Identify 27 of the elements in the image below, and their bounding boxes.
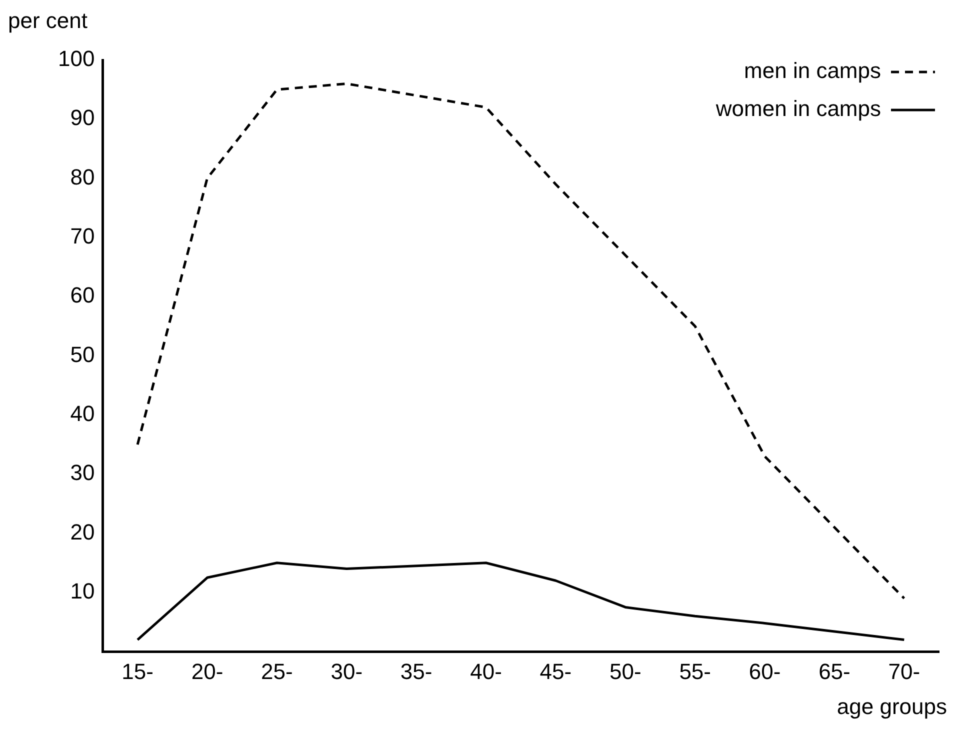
x-tick-label: 60- (748, 658, 781, 684)
y-tick-label: 70 (70, 224, 95, 249)
x-tick-label: 55- (679, 658, 711, 684)
x-tick-label: 40- (470, 658, 502, 684)
x-tick-label: 15- (122, 658, 154, 684)
y-tick-label: 80 (70, 164, 95, 190)
y-axis-title: per cent (8, 8, 88, 34)
legend-label: women in camps (714, 96, 881, 122)
y-tick-label: 100 (58, 46, 95, 72)
x-tick-label: 45- (540, 658, 572, 684)
x-tick-label: 65- (818, 658, 850, 684)
legend-label: men in camps (744, 58, 881, 84)
x-tick-label: 70- (888, 658, 920, 684)
y-tick-label: 30 (70, 460, 95, 486)
line-series (136, 82, 906, 600)
y-tick-label: 10 (70, 578, 95, 604)
x-axis-title: age groups (836, 694, 947, 720)
y-tick-label: 20 (70, 519, 95, 544)
x-tick-label: 30- (330, 658, 363, 684)
x-tick-label: 25- (261, 658, 293, 684)
x-tick-label: 35- (400, 658, 432, 684)
x-tick-label: 20- (191, 658, 224, 684)
y-tick-label: 40 (70, 401, 95, 426)
y-tick-label: 50 (70, 342, 95, 367)
x-tick-label: 50- (609, 658, 642, 684)
y-tick-label: 90 (70, 105, 95, 130)
y-tick-label: 60 (70, 282, 95, 308)
